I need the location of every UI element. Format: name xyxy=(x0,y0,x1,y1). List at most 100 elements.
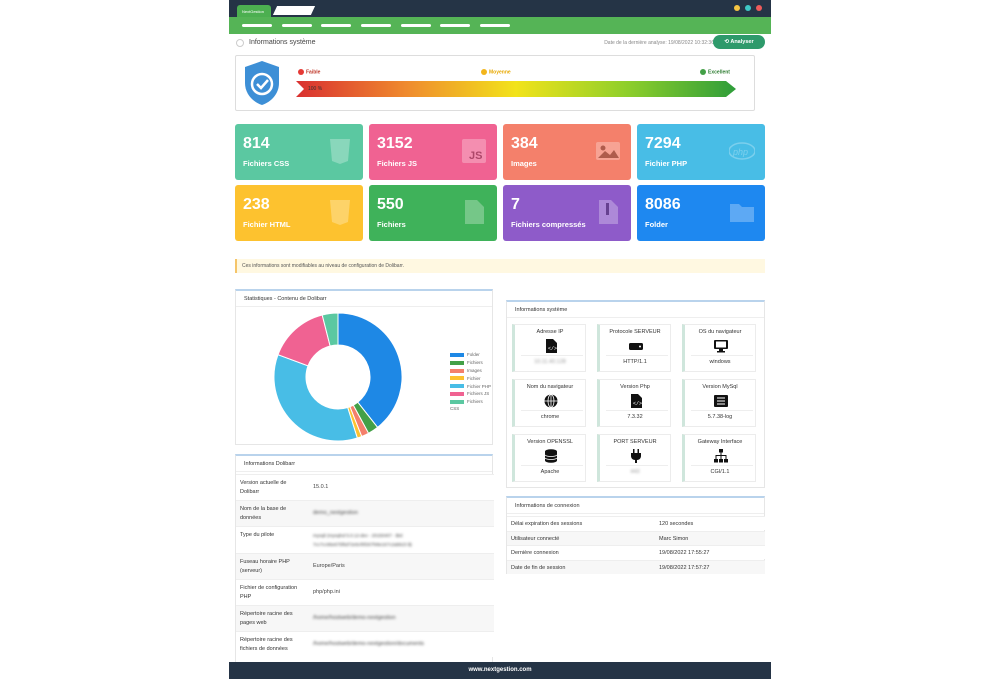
nav-item[interactable] xyxy=(440,24,470,27)
legend-label: Folder xyxy=(467,352,480,357)
stat-label: Fichier HTML xyxy=(243,220,291,229)
main-navbar xyxy=(229,17,771,34)
folder-icon xyxy=(730,204,754,222)
system-info-value: 5.7.38-log xyxy=(707,414,733,420)
score-gradient-bar xyxy=(296,81,736,97)
nav-item[interactable] xyxy=(361,24,391,27)
nav-item[interactable] xyxy=(321,24,351,27)
sitemap-icon xyxy=(714,449,728,463)
row-key: Fuseau horaire PHP (serveur) xyxy=(240,559,290,574)
system-info-card: OS du navigateur windows xyxy=(682,324,756,372)
stat-value: 8086 xyxy=(645,196,681,213)
analyse-button-label: Analyser xyxy=(730,39,754,45)
row-value: Marc Simon xyxy=(659,535,689,542)
system-panel-title: Informations système xyxy=(507,302,764,318)
nav-item[interactable] xyxy=(480,24,510,27)
image-icon xyxy=(596,142,620,160)
minimize-dot-icon[interactable] xyxy=(734,5,740,11)
system-info-card: Version OPENSSL Apache xyxy=(512,434,586,482)
row-key: Délai expiration des sessions xyxy=(511,521,583,527)
close-dot-icon[interactable] xyxy=(756,5,762,11)
neutral-face-icon xyxy=(481,69,487,75)
system-info-title: OS du navigateur xyxy=(698,329,742,335)
table-row: Répertoire racine des pages web/home/hos… xyxy=(236,605,494,631)
row-value: Europe/Paris xyxy=(313,563,345,569)
row-key: Fichier de configuration PHP xyxy=(240,585,298,600)
row-value: 19/08/2022 17:57:27 xyxy=(659,564,710,571)
page-title: Informations système xyxy=(249,39,316,46)
row-key: Version actuelle de Dolibarr xyxy=(240,480,287,495)
system-info-title: Gateway Interface xyxy=(697,439,743,445)
divider xyxy=(606,465,668,466)
database-icon xyxy=(544,449,558,463)
system-info-title: Protocole SERVEUR xyxy=(609,329,661,335)
legend-label: Fichiers CSS xyxy=(450,399,483,412)
svg-text:php: php xyxy=(732,147,748,157)
stat-card[interactable]: 238 Fichier HTML xyxy=(235,185,363,241)
stat-card[interactable]: 7 Fichiers compressés xyxy=(503,185,631,241)
system-info-card: Version MySql 5.7.38-log xyxy=(682,379,756,427)
stat-value: 384 xyxy=(511,135,538,152)
donut-chart xyxy=(273,312,403,442)
stat-card[interactable]: 7294 Fichier PHP php xyxy=(637,124,765,180)
system-info-title: PORT SERVEUR xyxy=(613,439,657,445)
blank-tab[interactable] xyxy=(272,6,316,15)
table-row: Fichier de configuration PHP php/php.ini xyxy=(236,579,494,605)
maximize-dot-icon[interactable] xyxy=(745,5,751,11)
plug-icon xyxy=(631,449,641,463)
system-info-value: HTTP/1.1 xyxy=(623,359,647,365)
connection-info-panel: Informations de connexion Délai expirati… xyxy=(506,496,765,574)
system-info-title: Adresse IP xyxy=(536,329,564,335)
system-info-value: 443 xyxy=(630,469,640,475)
legend-item[interactable]: Fichiers CSS xyxy=(450,398,492,411)
stat-card[interactable]: 814 Fichiers CSS xyxy=(235,124,363,180)
legend-label: Fichier PHP xyxy=(467,383,492,389)
legend-item[interactable]: Fichier PHP xyxy=(450,383,492,391)
system-info-value: 10.11.40.128 xyxy=(534,359,566,365)
table-row: Version actuelle de Dolibarr 15.0.1 xyxy=(236,474,494,500)
system-info-title: Version Php xyxy=(620,384,650,390)
system-info-value: Apache xyxy=(540,469,560,475)
table-row: Nom de la base de données demo_nextgestio… xyxy=(236,500,494,526)
refresh-icon: ⟲ xyxy=(724,39,731,45)
css3-icon xyxy=(330,139,350,164)
nav-item[interactable] xyxy=(282,24,312,27)
nav-item[interactable] xyxy=(242,24,272,27)
donut-slice-fichier-php[interactable] xyxy=(273,354,358,442)
level-excellent: Excellent xyxy=(700,69,730,75)
page-header: Informations système Date de la dernière… xyxy=(229,34,771,52)
stat-card[interactable]: 384 Images xyxy=(503,124,631,180)
dolibarr-info-panel: Informations Dolibarr Version actuelle d… xyxy=(235,454,494,662)
svg-text:</>: </> xyxy=(633,401,642,407)
legend-item[interactable]: Fichiers JS xyxy=(450,390,492,398)
globe-icon xyxy=(544,394,558,408)
zip-icon xyxy=(599,200,618,224)
row-value: /home/hostweb/demo-nextgestion xyxy=(313,615,396,621)
legend-item[interactable]: Images xyxy=(450,367,492,375)
stat-card[interactable]: 550 Fichiers xyxy=(369,185,497,241)
donut-slice-fichiers-css[interactable] xyxy=(321,312,339,347)
stat-card[interactable]: 3152 Fichiers JS JS xyxy=(369,124,497,180)
code-file-icon: </> xyxy=(546,339,557,353)
legend-item[interactable]: Fichiers xyxy=(450,359,492,367)
brand-tab[interactable]: NextGestion xyxy=(237,5,271,17)
stat-label: Folder xyxy=(645,220,668,229)
html5-icon xyxy=(330,200,350,225)
level-medium-label: Moyenne xyxy=(489,69,511,76)
nav-item[interactable] xyxy=(401,24,431,27)
analyse-button[interactable]: ⟲ Analyser xyxy=(713,35,765,49)
divider xyxy=(606,355,668,356)
system-info-title: Version OPENSSL xyxy=(527,439,573,445)
stat-card[interactable]: 8086 Folder xyxy=(637,185,765,241)
system-info-value: chrome xyxy=(540,414,560,420)
legend-item[interactable]: Fichier HTML xyxy=(450,375,492,388)
stat-value: 550 xyxy=(377,196,404,213)
divider xyxy=(691,465,753,466)
table-row: Dernière connexion 19/08/2022 17:55:27 xyxy=(507,545,765,559)
stat-value: 814 xyxy=(243,135,270,152)
legend-item[interactable]: Folder xyxy=(450,351,492,359)
legend-swatch xyxy=(450,376,464,381)
donut-slice-folder[interactable] xyxy=(337,312,403,429)
system-info-value: windows xyxy=(709,359,731,365)
row-key: Nom de la base de données xyxy=(240,506,287,521)
